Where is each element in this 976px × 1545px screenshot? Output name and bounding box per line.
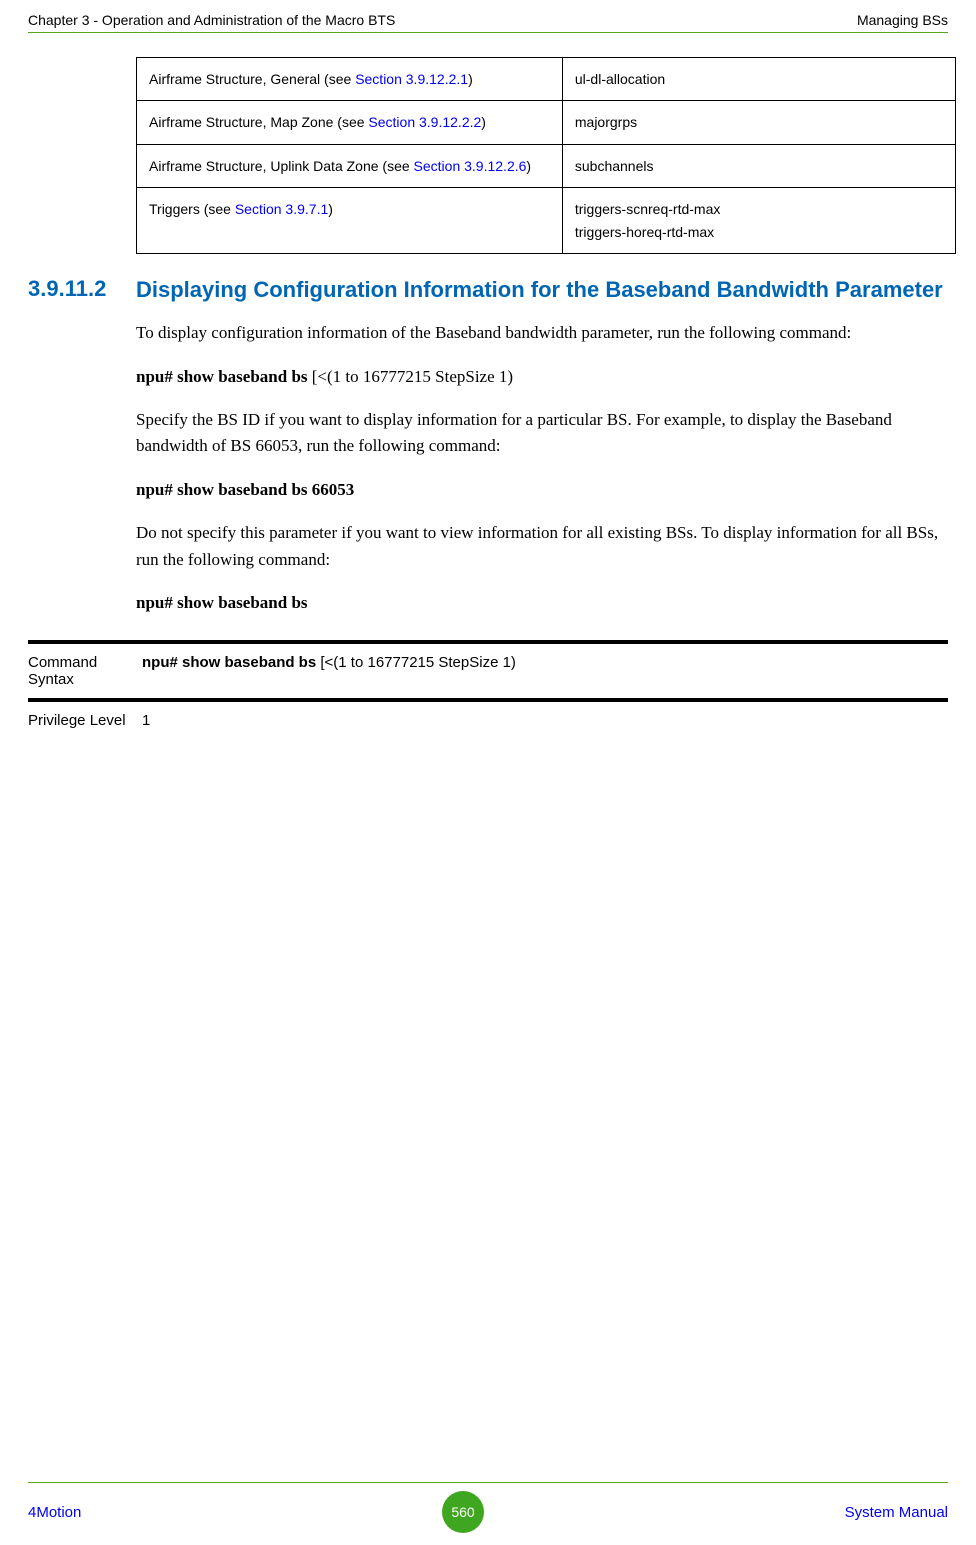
command-rest: [<(1 to 16777215 StepSize 1) bbox=[308, 367, 514, 386]
table-row: Airframe Structure, General (see Section… bbox=[137, 58, 956, 101]
row-value: triggers-scnreq-rtd-max triggers-horeq-r… bbox=[562, 188, 955, 254]
section-link[interactable]: Section 3.9.12.2.2 bbox=[368, 114, 481, 130]
command-syntax-table: Command Syntax npu# show baseband bs [<(… bbox=[28, 640, 948, 739]
header-rule bbox=[28, 32, 948, 33]
row-value: ul-dl-allocation bbox=[562, 58, 955, 101]
table-row: Airframe Structure, Map Zone (see Sectio… bbox=[137, 101, 956, 144]
paragraph: To display configuration information of … bbox=[136, 320, 948, 346]
row-label-prefix: Airframe Structure, General (see bbox=[149, 71, 355, 87]
section-title: Displaying Configuration Information for… bbox=[136, 276, 943, 304]
command-line: npu# show baseband bs bbox=[136, 590, 948, 616]
command-bold: npu# show baseband bs bbox=[136, 367, 308, 386]
table-row: Airframe Structure, Uplink Data Zone (se… bbox=[137, 144, 956, 187]
header-left: Chapter 3 - Operation and Administration… bbox=[28, 12, 395, 28]
paragraph: Do not specify this parameter if you wan… bbox=[136, 520, 948, 573]
row-label: Command Syntax bbox=[28, 642, 136, 700]
section-link[interactable]: Section 3.9.7.1 bbox=[235, 201, 328, 217]
paragraph: Specify the BS ID if you want to display… bbox=[136, 407, 948, 460]
row-label-suffix: ) bbox=[328, 201, 333, 217]
page-number-badge: 560 bbox=[442, 1491, 484, 1533]
footer-left: 4Motion bbox=[28, 1504, 81, 1521]
row-label-suffix: ) bbox=[481, 114, 486, 130]
header-right: Managing BSs bbox=[857, 12, 948, 28]
row-label-prefix: Airframe Structure, Uplink Data Zone (se… bbox=[149, 158, 414, 174]
row-value-bold: 1 bbox=[142, 712, 150, 729]
table-row: Triggers (see Section 3.9.7.1) triggers-… bbox=[137, 188, 956, 254]
footer-rule bbox=[28, 1482, 948, 1483]
row-label-suffix: ) bbox=[526, 158, 531, 174]
command-line: npu# show baseband bs 66053 bbox=[136, 477, 948, 503]
page-footer: 4Motion 560 System Manual bbox=[28, 1474, 948, 1533]
row-label-prefix: Airframe Structure, Map Zone (see bbox=[149, 114, 368, 130]
section-link[interactable]: Section 3.9.12.2.1 bbox=[355, 71, 468, 87]
section-link[interactable]: Section 3.9.12.2.6 bbox=[414, 158, 527, 174]
section-number: 3.9.11.2 bbox=[28, 276, 136, 304]
table-row: Privilege Level 1 bbox=[28, 700, 948, 739]
table-row: Command Syntax npu# show baseband bs [<(… bbox=[28, 642, 948, 700]
row-label-suffix: ) bbox=[468, 71, 473, 87]
row-value-bold: npu# show baseband bs bbox=[142, 654, 316, 671]
command-line: npu# show baseband bs [<(1 to 16777215 S… bbox=[136, 364, 948, 390]
row-label: Privilege Level bbox=[28, 700, 136, 739]
row-label-prefix: Triggers (see bbox=[149, 201, 235, 217]
row-value: majorgrps bbox=[562, 101, 955, 144]
reference-table: Airframe Structure, General (see Section… bbox=[136, 57, 956, 254]
footer-right: System Manual bbox=[845, 1504, 948, 1521]
row-value-rest: [<(1 to 16777215 StepSize 1) bbox=[316, 654, 516, 671]
row-value: subchannels bbox=[562, 144, 955, 187]
